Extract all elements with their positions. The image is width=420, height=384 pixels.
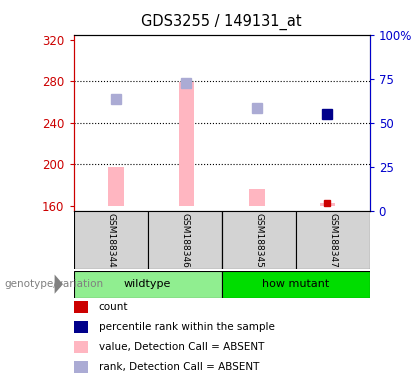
Text: genotype/variation: genotype/variation	[4, 279, 103, 289]
Bar	[178, 82, 194, 206]
Text: GDS3255 / 149131_at: GDS3255 / 149131_at	[141, 13, 302, 30]
Text: wildtype: wildtype	[124, 279, 171, 289]
Bar	[147, 211, 222, 269]
Bar	[108, 167, 123, 206]
Text: percentile rank within the sample: percentile rank within the sample	[99, 322, 275, 332]
Text: value, Detection Call = ABSENT: value, Detection Call = ABSENT	[99, 342, 264, 352]
Bar	[320, 203, 335, 206]
Text: how mutant: how mutant	[262, 279, 329, 289]
Bar	[74, 271, 222, 298]
Text: GSM188346: GSM188346	[180, 213, 189, 267]
Bar	[249, 189, 265, 206]
Bar	[222, 271, 370, 298]
Text: count: count	[99, 302, 128, 312]
Text: GSM188345: GSM188345	[254, 213, 263, 267]
Text: GSM188344: GSM188344	[106, 213, 115, 267]
Text: GSM188347: GSM188347	[328, 213, 337, 267]
Text: rank, Detection Call = ABSENT: rank, Detection Call = ABSENT	[99, 362, 259, 372]
Bar	[222, 211, 296, 269]
Bar	[296, 211, 370, 269]
Bar	[74, 211, 147, 269]
